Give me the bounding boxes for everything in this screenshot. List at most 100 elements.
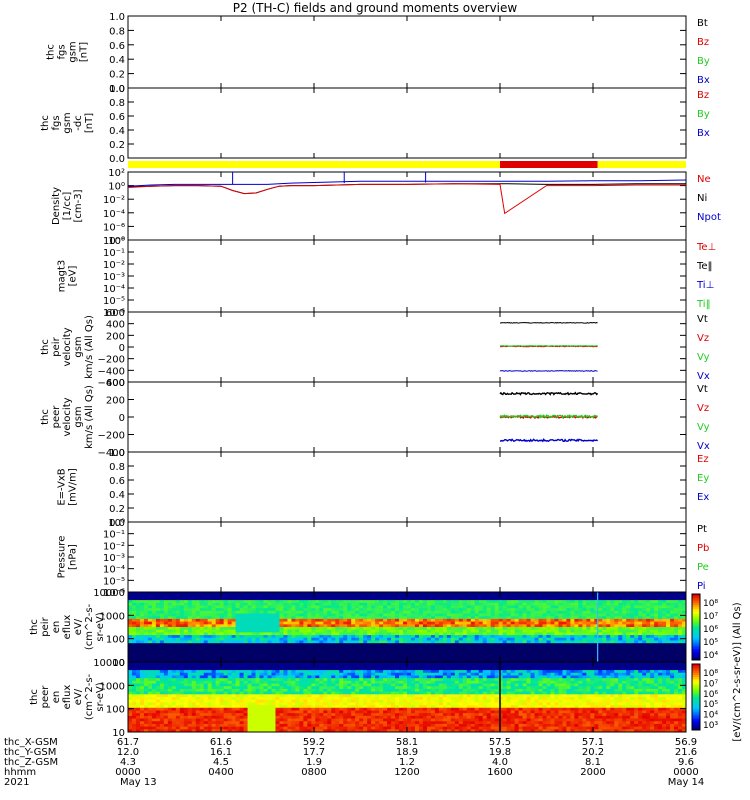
spectrogram-cell (247, 672, 253, 676)
spectrogram-cell (478, 600, 484, 604)
spectrogram-cell (363, 602, 368, 606)
spectrogram-cell (191, 662, 197, 666)
spectrogram-cell (131, 713, 137, 717)
spectrogram-cell (331, 616, 336, 620)
spectrogram-cell (542, 621, 547, 625)
spectrogram-cell (391, 610, 396, 615)
spectrogram-cell (287, 635, 292, 639)
spectrogram-cell (135, 621, 141, 625)
spectrogram-cell (642, 592, 647, 596)
spectrogram-cell (151, 721, 157, 725)
spectrogram-cell (606, 653, 611, 658)
spectrogram-cell (494, 640, 500, 644)
spectrogram-cell (191, 670, 197, 674)
spectrogram-cell (678, 597, 683, 601)
spectrogram-cell (634, 618, 639, 623)
spectrogram-cell (155, 697, 161, 701)
spectrogram-cell (510, 594, 516, 598)
spectrogram-cell (395, 627, 400, 631)
spectrogram-cell (347, 637, 352, 641)
spectrogram-cell (215, 653, 221, 658)
spectrogram-cell (311, 597, 316, 601)
spectrogram-cell (331, 613, 336, 617)
spectrogram-cell (267, 594, 272, 598)
spectrogram-cell (335, 592, 340, 596)
spectrogram-cell (363, 597, 368, 601)
spectrogram-cell (311, 616, 316, 620)
spectrogram-cell (239, 699, 245, 703)
spectrogram-cell (490, 621, 496, 625)
spectrogram-cell (295, 621, 300, 625)
spectrogram-cell (410, 635, 416, 639)
spectrogram-cell (307, 635, 312, 639)
spectrogram-cell (231, 645, 237, 650)
spectrogram-cell (538, 616, 544, 620)
spectrogram-cell (371, 659, 376, 663)
spectrogram-cell (646, 594, 651, 598)
spectrogram-cell (231, 699, 237, 703)
spectrogram-cell (450, 616, 456, 620)
y-axis-label: gsm (73, 406, 84, 427)
spectrogram-cell (143, 726, 149, 730)
spectrogram-cell (578, 632, 583, 636)
spectrogram-cell (490, 659, 496, 663)
spectrogram-cell (335, 616, 340, 620)
spectrogram-cell (590, 645, 595, 650)
spectrogram-cell (343, 597, 348, 601)
spectrogram-cell (135, 691, 141, 695)
spectrogram-cell (674, 637, 679, 641)
spectrogram-cell (462, 632, 468, 636)
spectrogram-cell (379, 610, 384, 615)
spectrogram-cell (678, 627, 683, 631)
spectrogram-cell (646, 656, 651, 660)
spectrogram-cell (295, 675, 300, 679)
spectrogram-cell (199, 645, 205, 650)
spectrogram-cell (538, 653, 544, 658)
spectrogram-cell (666, 597, 671, 601)
spectrogram-cell (534, 600, 540, 604)
spectrogram-cell (371, 635, 376, 639)
spectrogram-cell (171, 610, 177, 615)
spectrogram-cell (211, 602, 217, 606)
spectrogram-cell (199, 624, 205, 628)
spectrogram-cell (335, 637, 340, 641)
spectrogram-cell (414, 605, 420, 609)
spectrogram-cell (143, 621, 149, 625)
spectrogram-cell (383, 651, 388, 655)
spectrogram-cell (128, 602, 133, 606)
spectrogram-cell (267, 651, 272, 655)
spectrogram-cell (223, 653, 229, 658)
spectrogram-cell (510, 618, 516, 623)
spectrogram-cell (343, 616, 348, 620)
mode-bar-segment (597, 161, 686, 168)
spectrogram-cell (315, 643, 320, 647)
spectrogram-cell (474, 594, 480, 598)
spectrogram-cell (414, 632, 420, 636)
spectrogram-cell (434, 656, 440, 660)
spectrogram-cell (403, 645, 408, 650)
spectrogram-cell (275, 662, 280, 666)
spectrogram-cell (271, 715, 276, 720)
spectrogram-cell (367, 597, 372, 601)
spectrogram-cell (131, 610, 137, 615)
spectrogram-cell (155, 710, 161, 714)
spectrogram-cell (570, 643, 575, 647)
spectrogram-cell (291, 613, 296, 617)
spectrogram-cell (283, 621, 288, 625)
spectrogram-cell (331, 629, 336, 633)
spectrogram-cell (578, 635, 583, 639)
spectrogram-cell (682, 616, 687, 620)
spectrogram-cell (618, 632, 623, 636)
spectrogram-cell (207, 710, 213, 714)
spectrogram-cell (438, 618, 444, 623)
spectrogram-cell (323, 616, 328, 620)
spectrogram-cell (403, 605, 408, 609)
spectrogram-cell (359, 659, 364, 663)
spectrogram-cell (351, 656, 356, 660)
spectrogram-cell (590, 643, 595, 647)
spectrogram-cell (271, 680, 276, 685)
spectrogram-cell (203, 688, 209, 693)
spectrogram-cell (179, 645, 185, 650)
spectrogram-cell (199, 691, 205, 695)
spectrogram-cell (235, 645, 241, 650)
